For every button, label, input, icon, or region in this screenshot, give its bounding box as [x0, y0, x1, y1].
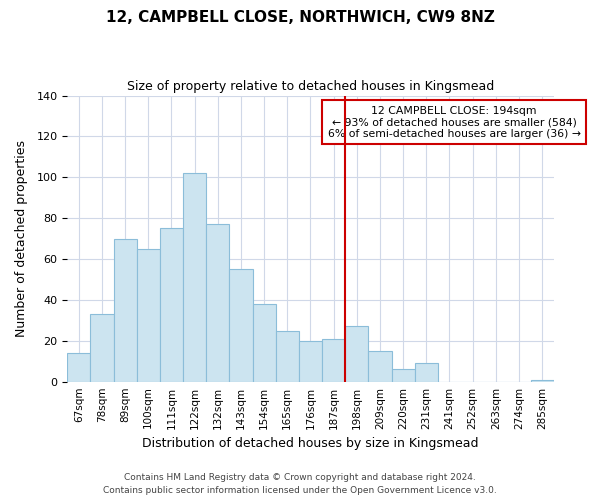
Bar	[368, 351, 392, 382]
Bar	[275, 330, 299, 382]
Bar	[299, 341, 322, 382]
Bar	[67, 353, 91, 382]
Bar	[229, 270, 253, 382]
Text: Contains HM Land Registry data © Crown copyright and database right 2024.
Contai: Contains HM Land Registry data © Crown c…	[103, 474, 497, 495]
Bar	[530, 380, 554, 382]
Text: 12 CAMPBELL CLOSE: 194sqm
← 93% of detached houses are smaller (584)
6% of semi-: 12 CAMPBELL CLOSE: 194sqm ← 93% of detac…	[328, 106, 581, 139]
Bar	[113, 238, 137, 382]
X-axis label: Distribution of detached houses by size in Kingsmead: Distribution of detached houses by size …	[142, 437, 479, 450]
Bar	[183, 173, 206, 382]
Bar	[322, 339, 345, 382]
Text: 12, CAMPBELL CLOSE, NORTHWICH, CW9 8NZ: 12, CAMPBELL CLOSE, NORTHWICH, CW9 8NZ	[106, 10, 494, 25]
Bar	[206, 224, 229, 382]
Y-axis label: Number of detached properties: Number of detached properties	[15, 140, 28, 337]
Bar	[345, 326, 368, 382]
Title: Size of property relative to detached houses in Kingsmead: Size of property relative to detached ho…	[127, 80, 494, 93]
Bar	[91, 314, 113, 382]
Bar	[253, 304, 275, 382]
Bar	[160, 228, 183, 382]
Bar	[137, 249, 160, 382]
Bar	[415, 364, 438, 382]
Bar	[392, 370, 415, 382]
